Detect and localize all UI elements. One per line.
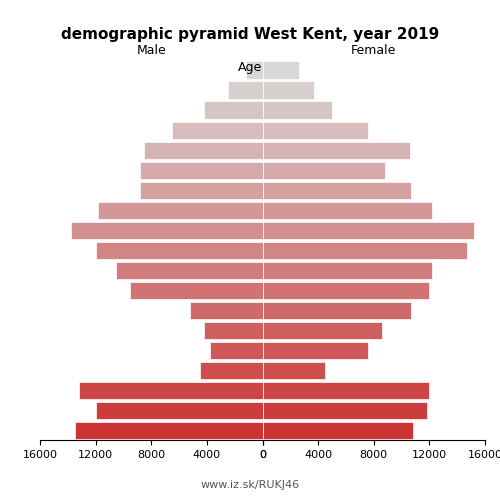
Text: 85: 85 bbox=[270, 85, 282, 95]
Bar bbox=[204, 102, 262, 118]
Bar bbox=[262, 162, 385, 178]
Text: 35: 35 bbox=[270, 285, 282, 295]
Bar bbox=[96, 402, 262, 418]
Text: 30: 30 bbox=[270, 305, 281, 315]
Bar bbox=[262, 122, 368, 138]
Bar bbox=[262, 402, 426, 418]
Bar bbox=[262, 382, 430, 398]
Text: 60: 60 bbox=[270, 185, 281, 195]
Bar bbox=[204, 322, 262, 338]
Text: 55: 55 bbox=[270, 205, 282, 215]
Bar bbox=[262, 342, 368, 358]
Bar bbox=[262, 422, 412, 438]
Text: demographic pyramid West Kent, year 2019: demographic pyramid West Kent, year 2019 bbox=[61, 28, 439, 42]
Bar bbox=[140, 162, 262, 178]
Text: 80: 80 bbox=[270, 105, 281, 115]
Bar bbox=[200, 362, 262, 378]
Bar bbox=[262, 62, 298, 78]
Text: 5: 5 bbox=[270, 405, 276, 415]
Bar bbox=[262, 262, 432, 278]
Bar bbox=[262, 322, 382, 338]
Text: 65: 65 bbox=[270, 165, 282, 175]
Bar bbox=[172, 122, 262, 138]
Bar bbox=[79, 382, 262, 398]
Bar bbox=[70, 222, 262, 238]
Text: 20: 20 bbox=[270, 345, 282, 355]
Bar bbox=[262, 302, 412, 318]
Text: www.iz.sk/RUKJ46: www.iz.sk/RUKJ46 bbox=[200, 480, 300, 490]
Bar bbox=[262, 82, 314, 98]
Title: Female: Female bbox=[351, 44, 397, 58]
Text: 15: 15 bbox=[270, 365, 282, 375]
Bar bbox=[190, 302, 262, 318]
Text: 10: 10 bbox=[270, 385, 281, 395]
Text: Age: Age bbox=[238, 61, 262, 74]
Text: 50: 50 bbox=[270, 225, 282, 235]
Text: 70: 70 bbox=[270, 145, 282, 155]
Text: 25: 25 bbox=[270, 325, 282, 335]
Bar bbox=[210, 342, 262, 358]
Bar bbox=[144, 142, 262, 158]
Text: 40: 40 bbox=[270, 265, 281, 275]
Bar bbox=[98, 202, 262, 218]
Bar bbox=[262, 242, 467, 258]
Text: 45: 45 bbox=[270, 245, 282, 255]
Bar bbox=[246, 62, 262, 78]
Bar bbox=[262, 282, 430, 298]
Bar bbox=[140, 182, 262, 198]
Title: Male: Male bbox=[136, 44, 166, 58]
Bar bbox=[75, 422, 262, 438]
Bar bbox=[262, 222, 474, 238]
Bar bbox=[262, 362, 325, 378]
Bar bbox=[130, 282, 262, 298]
Bar bbox=[262, 182, 412, 198]
Bar bbox=[228, 82, 262, 98]
Bar bbox=[262, 142, 410, 158]
Bar bbox=[262, 202, 432, 218]
Text: 90+: 90+ bbox=[270, 65, 289, 75]
Text: 0: 0 bbox=[270, 425, 276, 435]
Bar bbox=[116, 262, 262, 278]
Bar bbox=[262, 102, 332, 118]
Text: 75: 75 bbox=[270, 125, 282, 135]
Bar bbox=[96, 242, 262, 258]
